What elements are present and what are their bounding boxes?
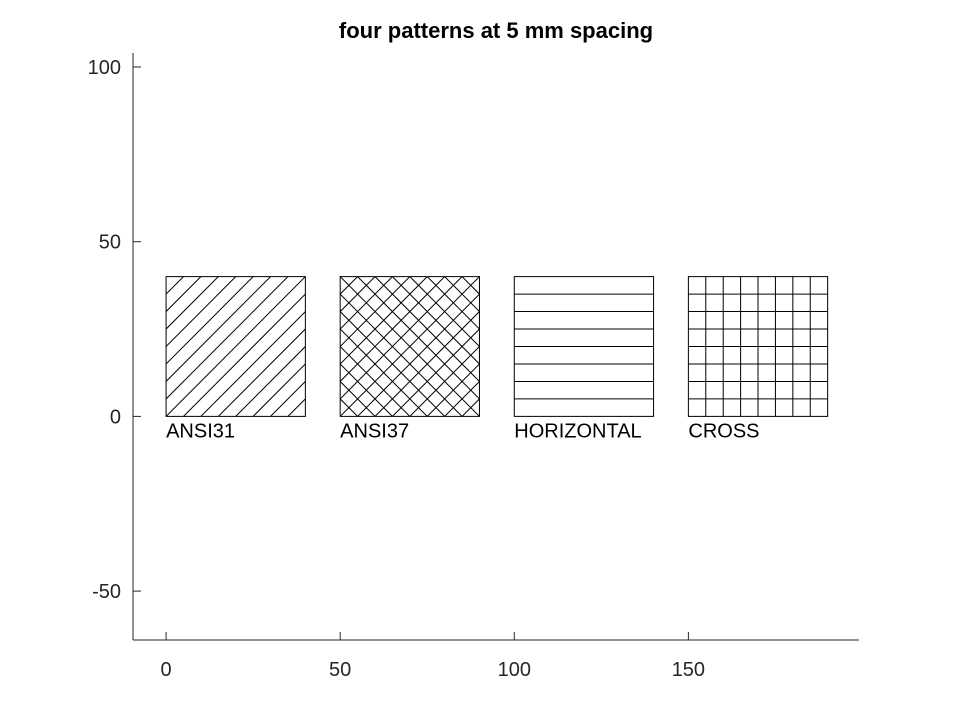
hatch-line <box>374 276 480 383</box>
hatch-lines <box>514 293 654 400</box>
hatch-line <box>166 276 237 348</box>
hatch-line <box>356 276 480 400</box>
hatch-lines <box>166 276 306 417</box>
pattern-box-cross: CROSS <box>687 276 829 442</box>
pattern-box-ansi37: ANSI37 <box>339 276 480 442</box>
pattern-box-outline <box>339 276 480 417</box>
hatch-line <box>200 310 306 417</box>
pattern-box-outline <box>165 276 306 417</box>
hatch-line <box>166 276 185 295</box>
hatch-lines <box>688 276 828 417</box>
x-tick-label: 0 <box>161 659 172 681</box>
hatch-line <box>340 363 394 417</box>
y-tick-label: -50 <box>92 581 121 603</box>
hatch-line <box>166 276 272 383</box>
pattern-label: ANSI31 <box>166 420 235 442</box>
pattern-box-outline <box>513 276 655 417</box>
hatch-line <box>182 293 306 417</box>
hatch-line <box>166 276 220 330</box>
pattern-box-horizontal: HORIZONTAL <box>513 276 655 442</box>
hatch-line <box>340 293 463 417</box>
pattern-label: CROSS <box>688 420 759 442</box>
y-tick-label: 50 <box>99 232 121 254</box>
y-tick-label: 0 <box>110 406 121 428</box>
x-tick-label: 50 <box>329 659 351 681</box>
hatch-line <box>340 276 394 330</box>
hatch-line <box>166 276 254 365</box>
y-axis-ticks: -50 0 50 100 <box>88 57 141 603</box>
chart-title: four patterns at 5 mm spacing <box>339 18 653 43</box>
pattern-label: ANSI37 <box>340 420 409 442</box>
axes <box>132 53 859 641</box>
pattern-boxes: ANSI31 ANSI37 HORIZONTAL CROSS <box>165 276 829 442</box>
hatch-line <box>166 276 306 417</box>
x-axis-ticks: 0 50 100 150 <box>161 632 705 681</box>
hatch-line <box>166 276 202 313</box>
pattern-box-outline <box>687 276 829 417</box>
hatch-line <box>340 328 428 417</box>
pattern-box-ansi31: ANSI31 <box>165 276 306 442</box>
hatch-line <box>252 363 306 417</box>
y-tick-label: 100 <box>88 57 121 79</box>
hatch-line <box>340 276 480 417</box>
hatch-line <box>391 276 480 365</box>
hatch-line <box>340 310 446 417</box>
x-tick-label: 150 <box>672 659 705 681</box>
hatch-line <box>166 276 167 278</box>
hatch-line <box>217 328 306 417</box>
x-tick-label: 100 <box>498 659 531 681</box>
pattern-label: HORIZONTAL <box>514 420 641 442</box>
hatch-line <box>166 276 289 400</box>
